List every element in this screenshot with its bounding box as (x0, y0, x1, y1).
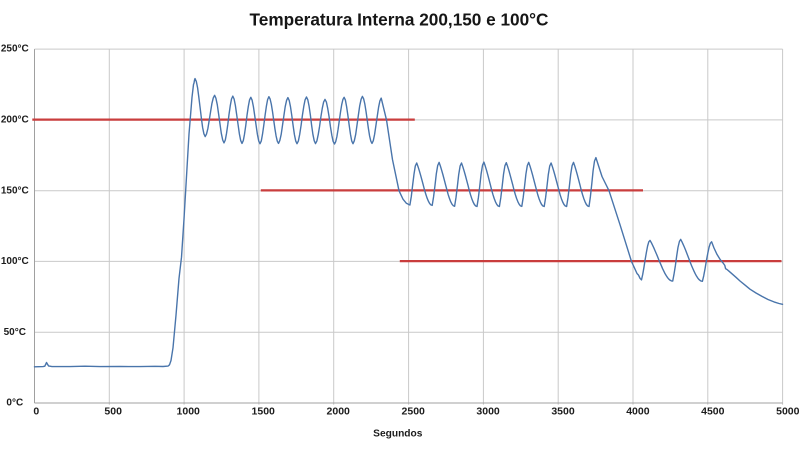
svg-text:50°C: 50°C (4, 327, 26, 338)
svg-text:3000: 3000 (476, 406, 500, 418)
svg-text:1500: 1500 (252, 406, 276, 418)
svg-text:0°C: 0°C (6, 398, 23, 409)
svg-text:1000: 1000 (177, 406, 201, 418)
svg-text:2000: 2000 (327, 406, 351, 418)
svg-text:150°C: 150°C (1, 185, 29, 196)
svg-text:4500: 4500 (701, 406, 725, 418)
svg-text:2500: 2500 (402, 406, 426, 418)
svg-text:5000: 5000 (776, 406, 800, 418)
svg-text:250°C: 250°C (1, 44, 29, 55)
svg-text:200°C: 200°C (1, 115, 29, 126)
svg-text:100°C: 100°C (1, 256, 29, 267)
svg-text:0: 0 (33, 406, 39, 418)
svg-text:500: 500 (104, 406, 122, 418)
svg-text:Temperatura Interna 200,150 e: Temperatura Interna 200,150 e 100°C (250, 10, 549, 30)
svg-text:Segundos: Segundos (373, 428, 423, 439)
svg-text:3500: 3500 (551, 406, 575, 418)
svg-text:4000: 4000 (626, 406, 650, 418)
